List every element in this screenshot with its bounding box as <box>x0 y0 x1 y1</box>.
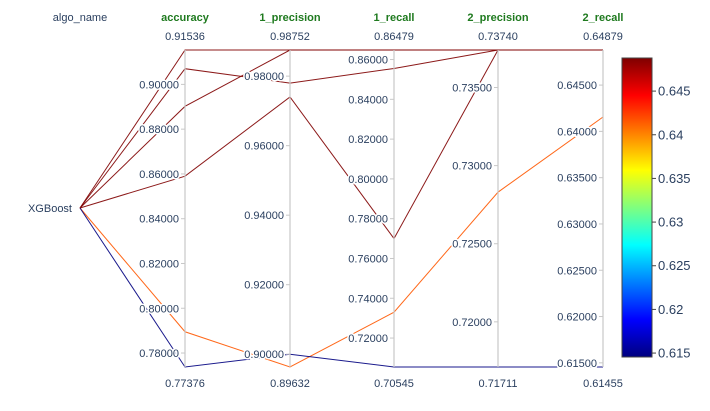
axis-tick-label: 0.80000 <box>139 303 179 315</box>
axis-tick-label: 0.94000 <box>244 210 284 222</box>
axis-tick-label: 0.73500 <box>452 82 492 94</box>
axis-tick-label: 0.98000 <box>244 71 284 83</box>
colorbar-tick-label: 0.63 <box>658 215 683 230</box>
colorbar-tick-label: 0.625 <box>658 258 691 273</box>
data-line <box>79 207 603 368</box>
axis-tick-label: 0.61500 <box>557 358 597 370</box>
data-line <box>79 49 603 209</box>
axis-tick-label: 0.64000 <box>557 126 597 138</box>
axis-accuracy[interactable]: accuracy 0.91536 0.77376 0.78000 0.80000 0.82… <box>138 12 210 390</box>
axis-1_precision[interactable]: 1_precision 0.98752 0.89632 0.90000 0.92000 0… <box>243 12 321 390</box>
axis-tick-label: 0.64500 <box>557 80 597 92</box>
axis-tick-label: 0.72500 <box>452 239 492 251</box>
axis-min-label: 0.89632 <box>270 378 310 390</box>
axis-tick-label: 0.76000 <box>348 253 388 265</box>
axis-tick-label: 0.84000 <box>139 214 179 226</box>
axis-title[interactable]: accuracy <box>161 12 210 24</box>
axis-max-label: 0.64879 <box>583 31 623 43</box>
axis-min-label: 0.70545 <box>374 378 414 390</box>
colorbar-tick-label: 0.635 <box>658 171 691 186</box>
axis-tick-label: 0.80000 <box>348 174 388 186</box>
colorbar: 0.615 0.62 0.625 0.63 0.635 0.64 0.645 <box>621 57 691 361</box>
colorbar-tick-label: 0.64 <box>658 127 683 142</box>
axis-tick-label: 0.63500 <box>557 173 597 185</box>
axes: algo_name XGBoost accuracy 0.91536 0.77376 0.… <box>28 12 624 390</box>
axis-max-label: 0.98752 <box>270 31 310 43</box>
axis-title[interactable]: 1_recall <box>374 12 415 24</box>
axis-1_recall[interactable]: 1_recall 0.86479 0.70545 0.72000 0.74000 0.76… <box>347 12 415 390</box>
data-lines <box>79 49 604 368</box>
axis-min-label: 0.71711 <box>479 378 518 390</box>
axis-tick-label: 0.72000 <box>452 317 492 329</box>
axis-tick-label: 0.96000 <box>244 141 284 153</box>
axis-tick-label: 0.88000 <box>139 124 179 136</box>
axis-max-label: 0.86479 <box>374 31 414 43</box>
axis-tick-label: 0.86000 <box>348 55 388 67</box>
axis-tick-label: 0.62500 <box>557 265 597 277</box>
axis-min-label: 0.77376 <box>165 378 205 390</box>
axis-title[interactable]: 1_precision <box>259 12 320 24</box>
axis-max-label: 0.73740 <box>478 31 518 43</box>
colorbar-tick-label: 0.615 <box>658 346 691 361</box>
axis-tick-label: 0.82000 <box>139 258 179 270</box>
axis-title[interactable]: 2_precision <box>467 12 528 24</box>
colorbar-gradient <box>621 57 653 358</box>
data-line <box>79 116 604 368</box>
axis-tick-label: 0.92000 <box>244 280 284 292</box>
axis-title[interactable]: 2_recall <box>583 12 624 24</box>
axis-tick-label: 0.82000 <box>348 134 388 146</box>
axis-tick-label: 0.74000 <box>348 293 388 305</box>
axis-min-label: 0.61455 <box>583 378 623 390</box>
axis-2_recall[interactable]: 2_recall 0.64879 0.61455 0.61500 0.62000 0.62… <box>556 12 624 390</box>
axis-tick-label: 0.72000 <box>348 333 388 345</box>
axis-algo_name[interactable]: algo_name XGBoost <box>28 12 107 215</box>
axis-tick-label: 0.78000 <box>348 214 388 226</box>
axis-tick-label: 0.63000 <box>557 219 597 231</box>
axis-2_precision[interactable]: 2_precision 0.73740 0.71711 0.72000 0.72500 0… <box>451 12 529 390</box>
category-label: XGBoost <box>28 203 72 215</box>
colorbar-tick-label: 0.62 <box>658 302 683 317</box>
axis-tick-label: 0.62000 <box>557 312 597 324</box>
axis-tick-label: 0.90000 <box>139 79 179 91</box>
data-line <box>79 49 603 240</box>
colorbar-tick-label: 0.645 <box>658 84 691 99</box>
axis-tick-label: 0.86000 <box>139 169 179 181</box>
axis-tick-label: 0.90000 <box>244 349 284 361</box>
axis-tick-label: 0.84000 <box>348 94 388 106</box>
axis-max-label: 0.91536 <box>165 31 205 43</box>
axis-tick-label: 0.78000 <box>139 348 179 360</box>
axis-tick-label: 0.73000 <box>452 161 492 173</box>
axis-title[interactable]: algo_name <box>53 12 107 24</box>
